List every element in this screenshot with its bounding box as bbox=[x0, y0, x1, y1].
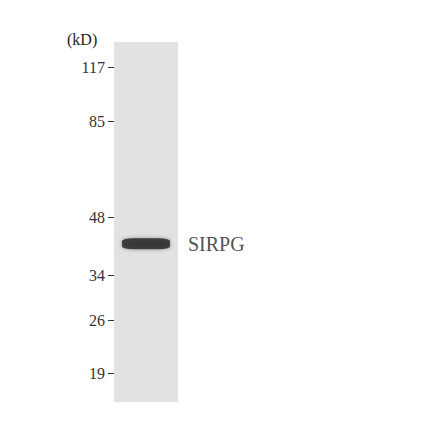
svg-text:SIRPG: SIRPG bbox=[188, 233, 245, 255]
svg-text:48: 48 bbox=[89, 209, 105, 226]
svg-text:34: 34 bbox=[89, 267, 105, 284]
svg-text:19: 19 bbox=[89, 365, 105, 382]
svg-text:26: 26 bbox=[89, 312, 105, 329]
svg-text:117: 117 bbox=[82, 59, 105, 76]
svg-text:85: 85 bbox=[89, 113, 105, 130]
svg-text:(kD): (kD) bbox=[67, 31, 97, 49]
